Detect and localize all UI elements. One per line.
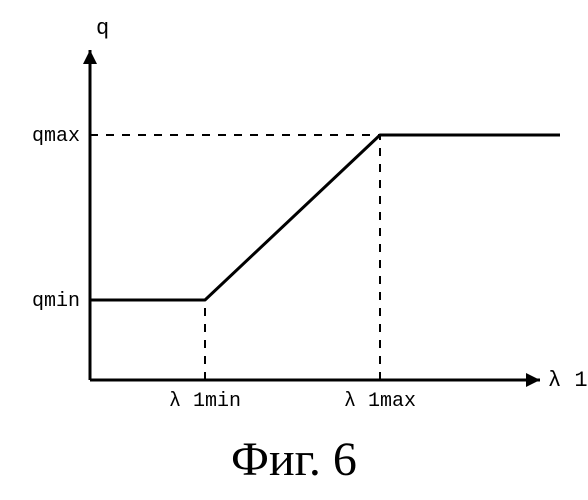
y-axis-arrow [83,50,97,64]
x-axis-arrow [526,373,540,387]
y-tick-qmin: qmin [32,290,80,313]
figure-caption: Фиг. 6 [0,420,588,500]
y-axis-label: q [96,16,109,41]
curve [90,135,560,300]
x-axis-label: λ 1 [548,368,588,393]
x-tick-l1max: λ 1max [344,390,416,413]
y-tick-qmax: qmax [32,125,80,148]
x-tick-l1min: λ 1min [169,390,241,413]
chart-svg: λ 1 q qmin qmax λ 1min λ 1max [0,0,588,420]
